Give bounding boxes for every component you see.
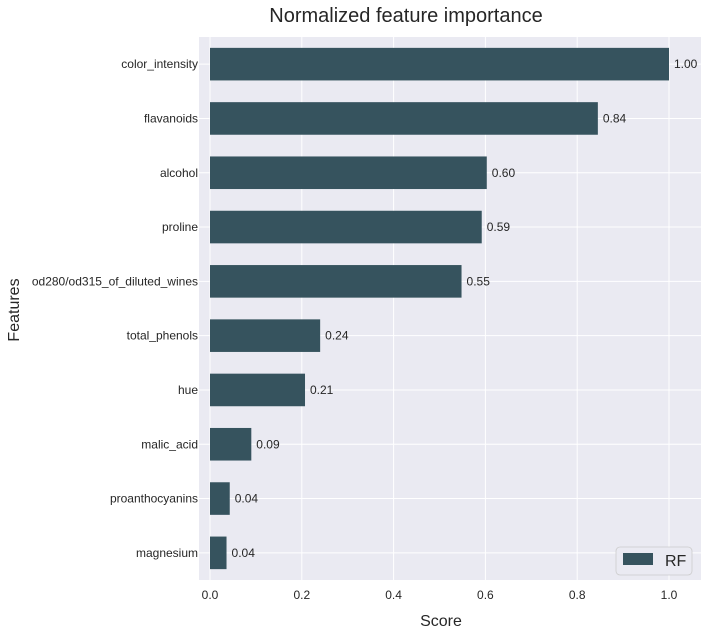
y-tick-label: color_intensity [121,57,198,71]
data-label: 1.00 [674,57,698,71]
y-tick-label: hue [178,383,198,397]
data-label: 0.09 [256,437,280,451]
y-tick-label: proanthocyanins [110,492,198,506]
data-label: 0.04 [232,546,256,560]
y-tick-label: total_phenols [127,329,198,343]
x-tick-label: 1.0 [661,588,678,602]
chart-title: Normalized feature importance [269,5,542,27]
y-tick-label: magnesium [136,546,198,560]
bar-proline [210,210,482,244]
data-label: 0.21 [310,383,334,397]
bar-total-phenols [210,319,321,352]
bar-flavanoids [210,102,598,135]
data-label: 0.04 [235,492,259,506]
bar-malic-acid [210,427,252,461]
legend-label: RF [665,553,687,570]
x-tick-label: 0.2 [293,588,310,602]
data-labels: 1.00 0.84 0.60 0.59 0.55 0.24 0.21 0.09 0.04 0.04 [232,57,698,560]
legend-swatch [623,553,653,565]
data-label: 0.55 [467,274,491,288]
bars [210,47,669,570]
x-tick-label: 0.8 [569,588,586,602]
bar-alcohol [210,156,487,190]
data-label: 0.59 [487,220,511,234]
x-axis-label: Score [420,613,462,630]
y-tick-label: od280/od315_of_diluted_wines [32,274,198,288]
y-tick-label: alcohol [160,166,198,180]
x-tick-label: 0.4 [385,588,402,602]
y-tick-label: proline [162,220,198,234]
y-tick-label: malic_acid [141,437,198,451]
y-tick-label: flavanoids [144,111,198,125]
x-tick-labels: 0.0 0.2 0.4 0.6 0.8 1.0 [202,588,678,602]
x-tick-label: 0.6 [477,588,494,602]
bar-magnesium [210,536,227,570]
y-axis-label: Features [6,278,23,341]
bar-od280-od315-of-diluted-wines [210,265,462,298]
legend: RF [615,546,693,576]
y-tick-labels: color_intensity flavanoids alcohol proline o… [32,57,198,560]
bar-color-intensity [210,47,669,81]
data-label: 0.84 [603,111,627,125]
bar-proanthocyanins [210,482,230,515]
bar-hue [210,373,306,407]
data-label: 0.24 [325,329,349,343]
x-tick-label: 0.0 [202,588,219,602]
data-label: 0.60 [492,166,516,180]
